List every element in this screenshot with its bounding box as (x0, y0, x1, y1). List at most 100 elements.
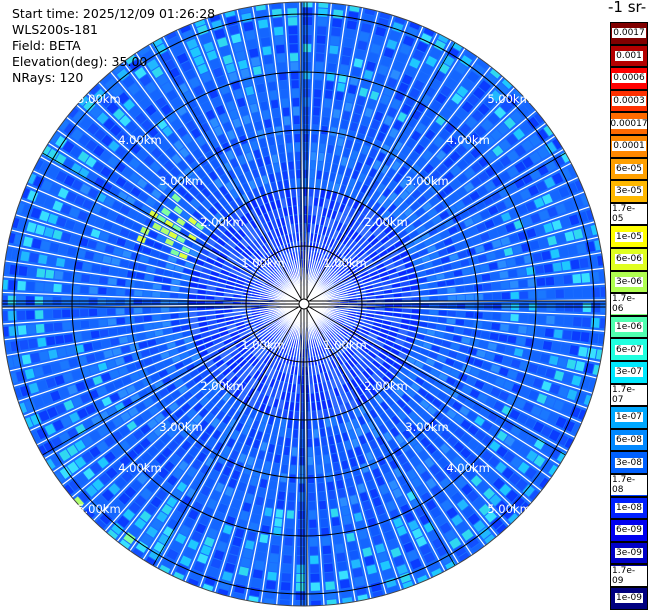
range-gate-cell (366, 564, 378, 575)
range-gate-cell (335, 212, 342, 221)
range-gate-cell (364, 260, 373, 267)
range-gate-cell (17, 310, 26, 321)
range-gate-cell (394, 260, 403, 267)
range-gate-cell (359, 492, 369, 502)
range-gate-cell (98, 308, 107, 316)
range-gate-cell (449, 470, 461, 482)
range-gate-cell (126, 363, 137, 373)
range-gate-cell (240, 347, 249, 355)
range-gate-cell (473, 284, 483, 291)
range-gate-cell (453, 361, 463, 370)
range-gate-cell (43, 227, 54, 238)
range-ring-label: 1.00km (323, 256, 366, 270)
range-gate-cell (348, 429, 356, 439)
range-gate-cell (207, 285, 216, 291)
range-gate-cell (418, 371, 429, 379)
range-gate-cell (356, 133, 365, 143)
range-gate-cell (112, 200, 123, 211)
range-gate-cell (331, 118, 339, 128)
range-gate-cell (191, 328, 200, 335)
range-gate-cell (30, 352, 41, 363)
range-gate-cell (307, 429, 312, 438)
range-gate-cell (409, 411, 419, 422)
range-gate-cell (467, 204, 478, 215)
range-gate-cell (147, 418, 158, 429)
range-gate-cell (271, 220, 278, 229)
range-gate-cell (438, 248, 448, 257)
range-gate-cell (263, 433, 270, 443)
range-gate-cell (213, 126, 224, 136)
range-gate-cell (227, 240, 236, 248)
range-gate-cell (463, 328, 473, 336)
range-gate-cell (26, 221, 37, 233)
range-gate-cell (368, 573, 380, 584)
range-gate-cell (518, 325, 527, 334)
range-gate-cell (323, 99, 332, 108)
range-gate-cell (454, 381, 464, 390)
range-gate-cell (559, 247, 569, 257)
range-gate-cell (289, 374, 294, 384)
range-gate-cell (219, 378, 228, 387)
range-gate-cell (545, 159, 557, 172)
range-gate-cell (289, 44, 298, 53)
range-gate-cell (420, 232, 430, 240)
range-gate-cell (226, 438, 236, 448)
range-gate-cell (420, 399, 430, 409)
range-gate-cell (309, 519, 317, 528)
range-gate-cell (224, 244, 233, 252)
range-gate-cell (255, 281, 264, 286)
range-gate-cell (312, 411, 317, 420)
range-gate-cell (382, 344, 392, 351)
range-gate-cell (133, 90, 146, 102)
range-gate-cell (401, 219, 411, 228)
range-gate-cell (111, 224, 122, 234)
range-gate-cell (66, 191, 77, 203)
range-gate-cell (180, 319, 189, 325)
range-gate-cell (295, 402, 300, 411)
range-gate-cell (529, 151, 542, 164)
range-gate-cell (181, 474, 192, 485)
range-gate-cell (293, 420, 299, 429)
range-gate-cell (397, 454, 408, 465)
range-gate-cell (416, 242, 426, 251)
range-gate-cell (323, 107, 331, 117)
range-gate-cell (466, 411, 478, 422)
range-gate-cell (347, 11, 359, 21)
range-gate-cell (489, 66, 503, 79)
range-gate-cell (277, 62, 287, 72)
range-gate-cell (239, 255, 247, 262)
range-gate-cell (279, 266, 286, 274)
range-gate-cell (290, 252, 294, 261)
range-gate-cell (236, 97, 246, 108)
range-gate-cell (165, 147, 176, 158)
range-gate-cell (164, 187, 175, 197)
range-gate-cell (108, 171, 119, 183)
range-gate-cell (207, 528, 218, 539)
range-gate-cell (255, 177, 263, 187)
range-gate-cell (197, 311, 206, 316)
range-gate-cell (191, 128, 201, 139)
range-gate-cell (480, 331, 490, 339)
range-gate-cell (309, 348, 313, 357)
range-gate-cell (144, 141, 156, 152)
range-gate-cell (232, 118, 242, 128)
range-gate-cell (55, 403, 66, 415)
range-gate-cell (33, 366, 44, 378)
range-gate-cell (126, 420, 138, 432)
range-gate-cell (429, 310, 438, 315)
range-gate-cell (236, 186, 245, 196)
range-gate-cell (373, 259, 383, 266)
range-gate-cell (229, 362, 238, 370)
range-gate-cell (380, 443, 390, 454)
range-gate-cell (547, 235, 557, 246)
range-gate-cell (180, 427, 191, 438)
range-gate-cell (283, 264, 289, 272)
range-gate-cell (480, 232, 490, 242)
range-gate-cell (422, 150, 433, 161)
range-gate-cell (362, 443, 371, 453)
range-gate-cell (57, 187, 69, 199)
range-gate-cell (377, 232, 386, 240)
range-gate-cell (347, 313, 356, 317)
range-gate-cell (353, 354, 361, 363)
range-gate-cell (544, 396, 556, 408)
